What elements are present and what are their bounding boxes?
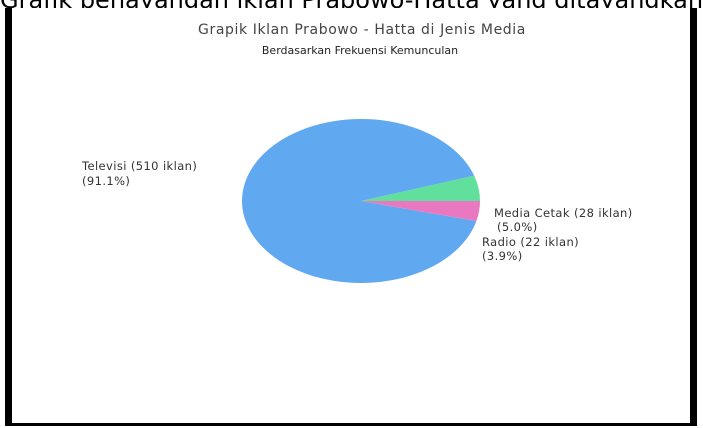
pie-slice-media-cetak: [361, 175, 480, 201]
pie-slice-radio: [361, 201, 480, 222]
slice-percent-radio: (3.9%): [482, 249, 523, 263]
chart-title: Grapik Iklan Prabowo - Hatta di Jenis Me…: [198, 22, 526, 38]
chart-subtitle: Berdasarkan Frekuensi Kemunculan: [262, 44, 458, 57]
slice-percent-televisi: (91.1%): [82, 174, 130, 188]
slice-label-televisi: Televisi (510 iklan): [81, 159, 197, 173]
pie-slice-televisi: [242, 118, 477, 284]
pie-slices: [242, 118, 480, 284]
slice-percent-media-cetak: (5.0%): [497, 220, 538, 234]
slice-label-media-cetak: Media Cetak (28 iklan): [494, 206, 633, 220]
slice-label-radio: Radio (22 iklan): [482, 235, 579, 249]
